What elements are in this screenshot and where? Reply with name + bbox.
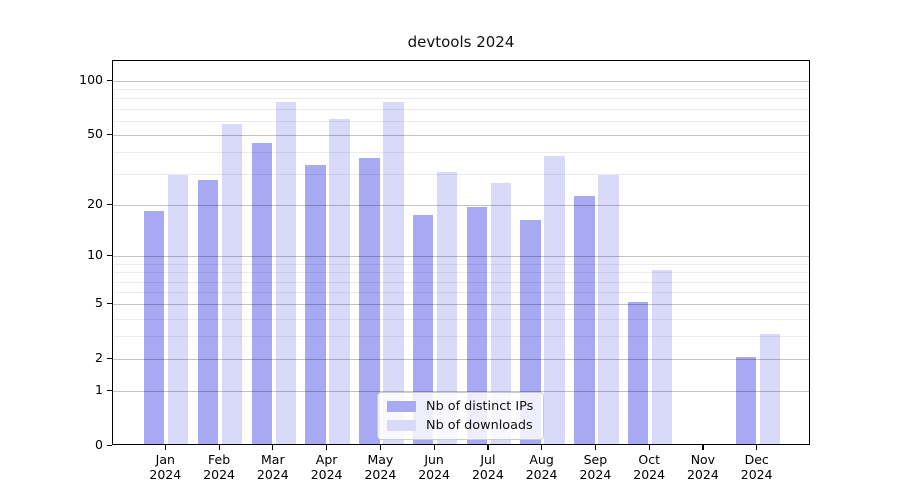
gridline-y-8 [113, 272, 809, 274]
y-tick-label: 1 [95, 382, 103, 398]
gridline-y-1 [113, 391, 809, 393]
y-tick-mark [107, 254, 112, 256]
bar-jan-ips [144, 211, 165, 444]
legend: Nb of distinct IPs Nb of downloads [377, 392, 545, 440]
y-tick-mark [107, 203, 112, 205]
bar-apr-downloads [329, 118, 350, 444]
x-tick-label-dec: Dec 2024 [740, 452, 773, 482]
legend-swatch-downloads [387, 420, 416, 431]
y-tick-mark [107, 302, 112, 304]
bar-dec-ips [735, 357, 756, 444]
x-tick-mark [756, 445, 758, 450]
legend-swatch-distinct-ips [387, 401, 416, 412]
x-tick-label-sep: Sep 2024 [579, 452, 612, 482]
gridline-y-30 [113, 174, 809, 176]
y-tick-label: 0 [95, 437, 103, 452]
x-tick-mark [487, 445, 489, 450]
bar-sep-downloads [598, 175, 619, 444]
bar-sep-ips [574, 196, 595, 444]
y-tick-label: 50 [87, 126, 103, 141]
gridline-y-3 [113, 336, 809, 338]
legend-label: Nb of downloads [426, 418, 533, 433]
gridline-y-6 [113, 292, 809, 294]
x-tick-mark [164, 445, 166, 450]
gridline-y-7 [113, 281, 809, 283]
x-tick-label-jul: Jul 2024 [471, 452, 504, 482]
bar-mar-downloads [275, 101, 296, 444]
x-tick-label-nov: Nov 2024 [686, 452, 719, 482]
legend-item-distinct-ips: Nb of distinct IPs [387, 399, 533, 414]
y-tick-label: 100 [79, 72, 103, 87]
x-tick-label-mar: Mar 2024 [256, 452, 289, 482]
y-tick-mark [107, 444, 112, 446]
bar-jul-downloads [490, 183, 512, 444]
plot-area: Nb of distinct IPs Nb of downloads [112, 60, 810, 445]
x-tick-label-aug: Aug 2024 [525, 452, 558, 482]
y-tick-label: 20 [87, 196, 103, 212]
bar-feb-ips [197, 180, 219, 444]
bar-apr-ips [305, 165, 326, 444]
x-tick-mark [218, 445, 220, 450]
y-tick-label: 10 [87, 247, 103, 263]
gridline-y-9 [113, 263, 809, 265]
bar-may-downloads [383, 101, 404, 444]
gridline-y-50 [113, 135, 809, 136]
legend-label: Nb of distinct IPs [426, 399, 534, 414]
gridline-y-2 [113, 359, 809, 361]
y-tick-label: 5 [95, 295, 103, 311]
gridline-y-60 [113, 120, 809, 122]
y-tick-mark [107, 133, 112, 135]
gridline-y-5 [113, 304, 809, 306]
y-tick-mark [107, 79, 112, 81]
bar-aug-downloads [544, 156, 565, 444]
bar-jun-downloads [436, 172, 458, 444]
bar-feb-downloads [221, 124, 243, 444]
x-tick-mark [379, 445, 382, 450]
gridline-y-70 [113, 108, 809, 110]
legend-item-downloads: Nb of downloads [387, 418, 533, 433]
gridline-y-20 [113, 205, 809, 207]
gridline-y-90 [113, 89, 809, 91]
bar-dec-downloads [759, 334, 780, 444]
bar-oct-ips [628, 302, 649, 444]
gridline-y-80 [113, 98, 809, 100]
x-tick-mark [541, 445, 543, 450]
x-tick-mark [594, 445, 597, 450]
bar-aug-ips [520, 219, 541, 444]
bar-mar-ips [251, 142, 272, 444]
bar-may-ips [359, 158, 380, 444]
gridline-y-100 [113, 81, 809, 82]
y-tick-mark [107, 389, 112, 391]
x-tick-mark [326, 445, 328, 450]
bar-jun-ips [412, 215, 434, 444]
bar-oct-downloads [652, 270, 673, 444]
x-tick-label-may: May 2024 [364, 452, 397, 482]
gridline-y-10 [113, 256, 809, 258]
gridline-y-40 [113, 152, 809, 154]
y-tick-label: 2 [95, 350, 103, 366]
x-tick-mark [702, 445, 704, 450]
bar-jan-downloads [168, 175, 189, 444]
x-tick-label-jan: Jan 2024 [149, 452, 182, 482]
x-tick-mark [272, 445, 274, 450]
y-tick-mark [107, 357, 112, 359]
x-tick-mark [433, 445, 435, 450]
gridline-y-4 [113, 318, 809, 320]
bar-jul-ips [466, 207, 488, 444]
chart-title: devtools 2024 [407, 33, 515, 51]
x-tick-label-oct: Oct 2024 [633, 452, 666, 482]
x-tick-label-feb: Feb 2024 [203, 452, 235, 482]
x-tick-label-jun: Jun 2024 [418, 452, 450, 482]
x-tick-mark [648, 445, 650, 450]
x-tick-label-apr: Apr 2024 [310, 452, 343, 482]
